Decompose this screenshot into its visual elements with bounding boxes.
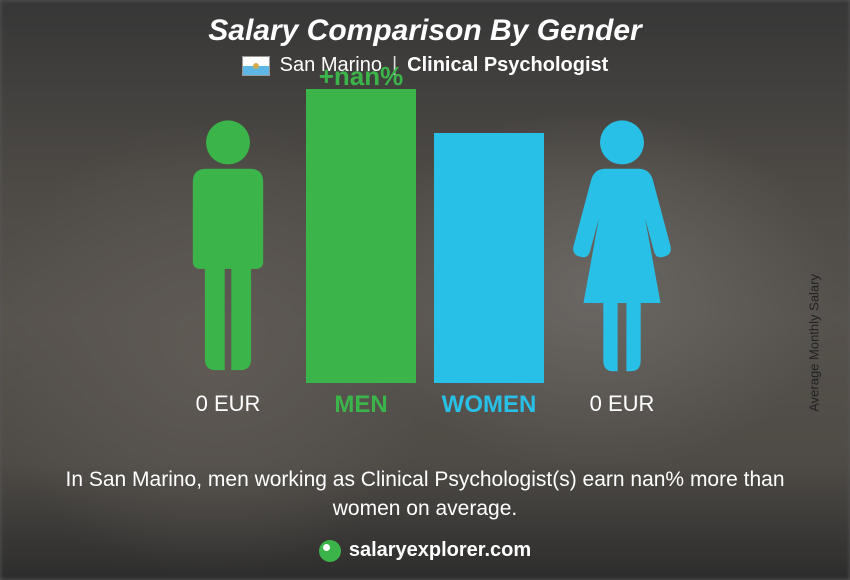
brand-name: salaryexplorer.com bbox=[349, 539, 531, 562]
brand-logo-icon bbox=[319, 540, 341, 562]
male-column: 0 EUR bbox=[168, 89, 288, 419]
female-column: 0 EUR bbox=[562, 89, 682, 419]
chart-row: 0 EUR +nan% MEN WOMEN bbox=[168, 89, 682, 419]
male-label: MEN bbox=[334, 391, 387, 419]
infographic-container: Salary Comparison By Gender San Marino |… bbox=[0, 0, 850, 580]
caption-text: In San Marino, men working as Clinical P… bbox=[45, 466, 805, 523]
female-bar bbox=[434, 133, 544, 383]
subtitle-row: San Marino | Clinical Psychologist bbox=[242, 54, 609, 77]
page-title: Salary Comparison By Gender bbox=[208, 14, 641, 48]
female-label: WOMEN bbox=[442, 391, 537, 419]
y-axis-label: Average Monthly Salary bbox=[807, 274, 822, 412]
male-person-icon bbox=[173, 113, 283, 383]
male-value-label: 0 EUR bbox=[196, 391, 261, 419]
job-title-label: Clinical Psychologist bbox=[407, 54, 608, 77]
diff-label: +nan% bbox=[306, 61, 416, 92]
flag-icon bbox=[242, 56, 270, 76]
chart-area: 0 EUR +nan% MEN WOMEN bbox=[30, 89, 820, 458]
footer-brand: salaryexplorer.com bbox=[319, 539, 531, 562]
female-person-icon bbox=[567, 113, 677, 383]
female-value-label: 0 EUR bbox=[590, 391, 655, 419]
female-bar-column: WOMEN bbox=[434, 89, 544, 419]
male-bar-column: +nan% MEN bbox=[306, 89, 416, 419]
male-bar bbox=[306, 89, 416, 383]
